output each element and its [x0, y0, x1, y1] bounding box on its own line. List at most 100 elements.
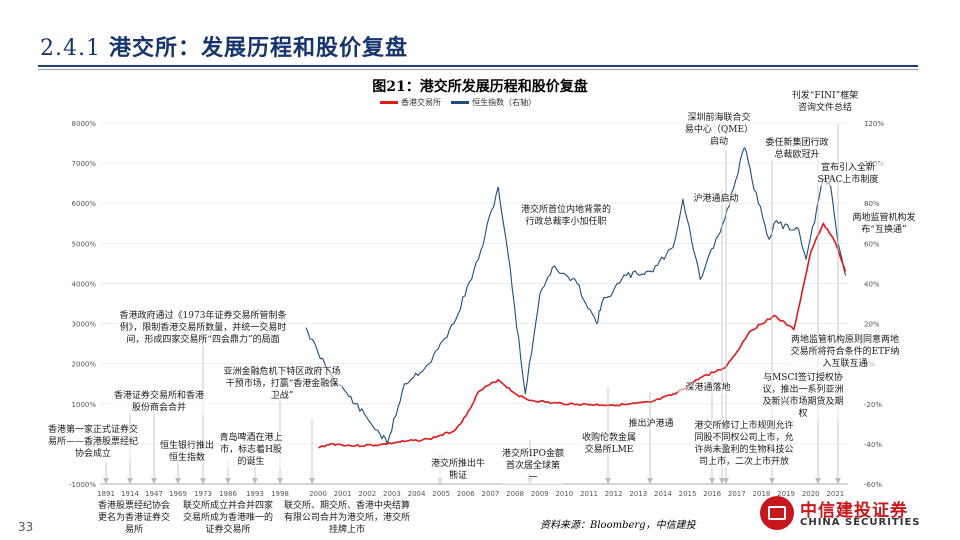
annotation-leader-arrow — [835, 478, 841, 484]
x-tick-label: 1993 — [246, 490, 264, 498]
title-divider-thin — [38, 69, 918, 70]
annotation-leader-arrow — [719, 478, 725, 484]
legend-swatch-hsi — [451, 101, 470, 104]
y-left-tick-label: 7000% — [72, 160, 97, 168]
page-number: 33 — [18, 520, 34, 534]
annotation-leader-arrow — [647, 478, 653, 484]
logo-cn-text: 中信建投证券 — [800, 501, 908, 521]
x-tick-label: 2017 — [728, 490, 746, 498]
x-tick-label: 1998 — [271, 490, 289, 498]
annotation-merge-1947: 香港证券交易所和香港股份商会合并 — [112, 390, 206, 414]
annotation-leader-arrow — [200, 478, 206, 484]
annotation-leader-arrow — [723, 478, 729, 484]
x-tick-label: 2005 — [432, 490, 450, 498]
logo-mark-icon — [760, 496, 794, 530]
company-logo: 中信建投证券 CHINA SECURITIES — [760, 494, 950, 534]
annotation-shanghai-connect: 推出沪港通 — [622, 418, 680, 430]
annotation-leader-arrow — [815, 478, 821, 484]
chart-series — [305, 146, 847, 449]
x-tick-label: 1969 — [169, 490, 187, 498]
annotation-leader-arrow — [175, 478, 181, 484]
x-tick-label: 1986 — [219, 490, 237, 498]
y-right-tick-label: -40% — [864, 441, 882, 449]
y-right-tick-label: -60% — [864, 481, 882, 489]
annotation-leader-arrow — [103, 478, 109, 484]
annotation-qme: 深圳前海联合交易中心（QME）启动 — [684, 112, 754, 148]
annotation-leader-arrow — [252, 478, 258, 484]
annotation-leader-arrow — [605, 478, 611, 484]
source-note: 资料来源：Bloomberg，中信建投 — [540, 520, 696, 531]
annotation-ceo-li: 港交所首位内地背景的行政总裁李小加任职 — [520, 204, 612, 228]
annotation-1914: 香港股票经纪协会更名为香港证券交易所 — [96, 500, 172, 536]
series-line-hkex — [317, 222, 847, 449]
section-title: 2.4.1 港交所：发展历程和股价复盘 — [40, 30, 408, 62]
legend-swatch-hkex — [380, 101, 398, 104]
annotation-fini: 刊发“FINI”框架咨询文件总结 — [790, 90, 860, 114]
x-tick-label: 2002 — [358, 490, 376, 498]
x-tick-label: 2009 — [531, 490, 549, 498]
annotation-ceo-new: 委任新集团行政总裁欧冠升 — [762, 137, 832, 161]
x-tick-label: 2010 — [555, 490, 573, 498]
annotation-1986: 联交所成立并合并四家交易所成为香港唯一的证券交易所 — [180, 500, 276, 536]
y-left-tick-label: 3000% — [72, 321, 97, 329]
x-tick-label: 2014 — [654, 490, 672, 498]
annotation-1973: 香港政府通过《1973年证券交易所管制条例》，限制香港交易所数量，并统一交易时间… — [118, 310, 288, 346]
y-right-tick-label: 60% — [864, 240, 880, 248]
x-tick-label: 2013 — [629, 490, 647, 498]
annotation-leader-arrow — [151, 478, 157, 484]
annotation-shenzhen-connect: 深港通落地 — [678, 382, 738, 394]
x-tick-label: 2008 — [506, 490, 524, 498]
annotation-leader-arrow — [709, 478, 715, 484]
x-tick-label: 2021 — [826, 490, 844, 498]
annotation-ipo-first: 港交所IPO金额首次居全球第一 — [502, 448, 564, 484]
annotation-1891: 香港第一家正式证券交易所——香港股票经纪协会成立 — [44, 424, 142, 460]
x-tick-label: 2011 — [580, 490, 598, 498]
x-tick-label: 2016 — [703, 490, 721, 498]
annotation-stock-connect: 沪港通启动 — [686, 193, 746, 205]
y-left-tick-label: 2000% — [72, 361, 97, 369]
x-tick-label: 1947 — [145, 490, 163, 498]
annotation-listing-reform: 港交所修订上市规则允许同股不同权公司上市，允许尚未盈利的生物科技公司上市，二次上… — [694, 420, 794, 468]
annotation-lme: 收购伦敦金属交易所LME — [578, 432, 640, 456]
y-right-tick-label: -20% — [864, 401, 882, 409]
y-right-tick-label: 40% — [864, 280, 880, 288]
x-tick-label: 2000 — [309, 490, 327, 498]
y-left-tick-label: 1000% — [72, 401, 97, 409]
y-right-tick-label: 80% — [864, 200, 880, 208]
annotation-leader-arrow — [277, 478, 283, 484]
annotation-2000: 联交所、期交所、香港中央结算有限公司合并为港交所，港交所挂牌上市 — [284, 500, 411, 536]
annotation-1998: 亚洲金融危机下特区政府下场干预市场，打赢“香港金融保卫战” — [222, 366, 342, 402]
x-tick-label: 1914 — [121, 490, 139, 498]
annotation-swap-connect: 两地监管机构发布“互换通” — [846, 212, 922, 236]
annotation-leader-arrow — [769, 478, 775, 484]
x-tick-label: 2020 — [802, 490, 820, 498]
annotation-spac: 宣布引入全新SPAC上市制度 — [812, 162, 884, 186]
legend-label-hsi: 恒生指数（右轴） — [472, 98, 537, 107]
x-tick-label: 2006 — [457, 490, 475, 498]
series-line-hsi — [305, 146, 847, 445]
x-tick-label: 2007 — [482, 490, 500, 498]
x-tick-label: 2012 — [605, 490, 623, 498]
annotation-leader-arrow — [225, 478, 231, 484]
title-divider — [38, 65, 918, 67]
x-tick-label: 2015 — [679, 490, 697, 498]
y-left-tick-label: 4000% — [72, 280, 97, 288]
legend-label-hkex: 香港交易所 — [401, 98, 441, 107]
y-left-tick-label: 8000% — [72, 120, 97, 128]
y-left-tick-label: -1000% — [69, 481, 96, 489]
y-left-tick-label: 6000% — [72, 200, 97, 208]
annotation-cbbc: 港交所推出牛熊证 — [428, 458, 488, 482]
annotation-leader-arrow — [309, 478, 315, 484]
y-right-tick-label: 20% — [864, 321, 880, 329]
annotation-msci: 与MSCI签订授权协议，推出一系列亚洲及新兴市场期货及期权 — [760, 372, 846, 420]
annotation-hsi-launch: 恒生银行推出恒生指数 — [158, 440, 216, 464]
x-tick-label: 2004 — [408, 490, 426, 498]
logo-en-text: CHINA SECURITIES — [800, 517, 921, 528]
section-title-text: 港交所：发展历程和股价复盘 — [108, 35, 408, 61]
x-tick-label: 2001 — [334, 490, 352, 498]
annotation-h-share: 青岛啤酒在港上市，标志着H股的诞生 — [216, 432, 286, 468]
chart-legend: 香港交易所 恒生指数（右轴） — [380, 97, 536, 108]
figure-title: 图21：港交所发展历程和股价复盘 — [372, 79, 588, 95]
x-tick-label: 2018 — [753, 490, 771, 498]
x-tick-label: 2019 — [777, 490, 795, 498]
